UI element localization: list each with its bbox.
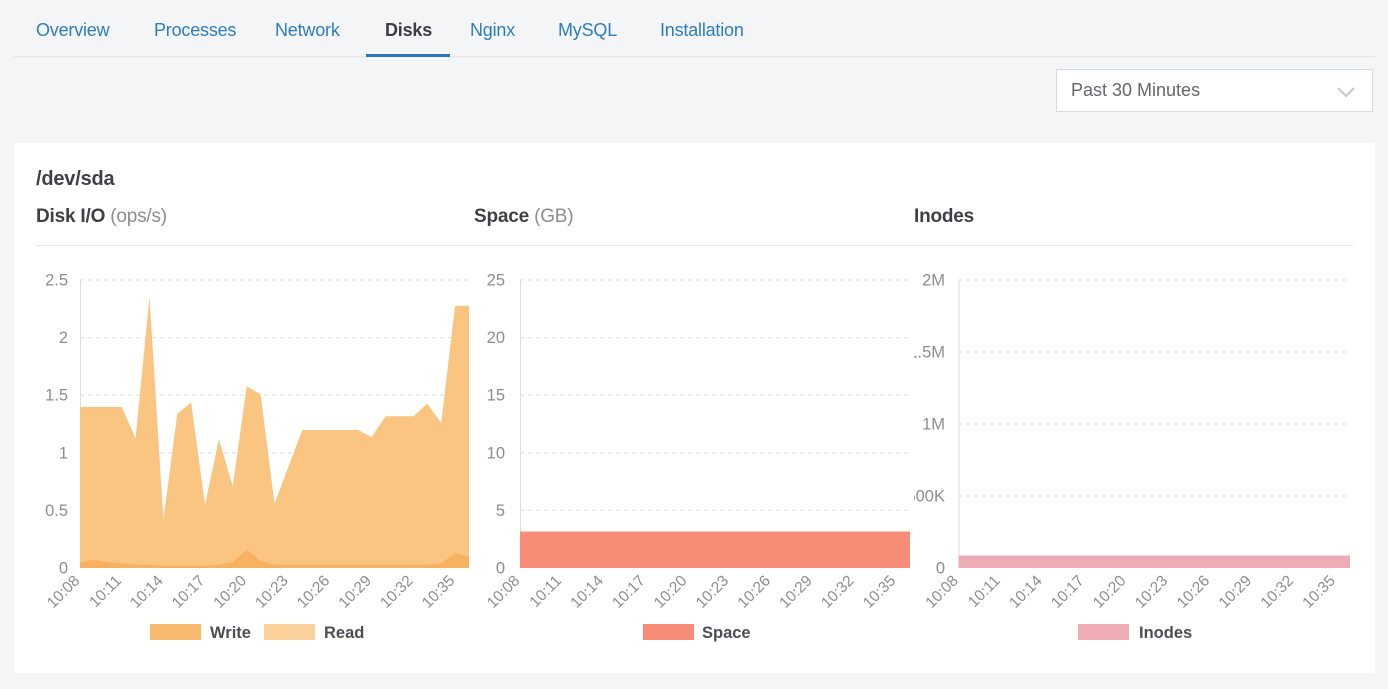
svg-text:10:14: 10:14 [567, 572, 607, 612]
svg-text:10: 10 [487, 444, 505, 462]
svg-text:10:23: 10:23 [252, 572, 291, 611]
svg-text:10:32: 10:32 [377, 572, 416, 611]
svg-text:10:14: 10:14 [127, 572, 167, 612]
svg-text:10:23: 10:23 [1132, 572, 1171, 611]
svg-text:10:17: 10:17 [169, 572, 208, 611]
svg-text:500K: 500K [914, 488, 945, 506]
svg-text:Space: Space [702, 624, 751, 642]
svg-text:10:17: 10:17 [1048, 572, 1087, 611]
svg-text:15: 15 [487, 387, 505, 405]
svg-text:10:08: 10:08 [484, 572, 523, 611]
svg-text:10:32: 10:32 [818, 572, 857, 611]
svg-text:10:08: 10:08 [922, 572, 961, 611]
svg-text:Inodes: Inodes [1139, 624, 1192, 642]
svg-text:10:20: 10:20 [651, 572, 691, 612]
svg-text:10:08: 10:08 [44, 572, 83, 611]
svg-text:10:26: 10:26 [294, 572, 333, 611]
svg-text:10:20: 10:20 [1090, 572, 1130, 612]
svg-text:10:14: 10:14 [1006, 572, 1046, 612]
svg-text:10:26: 10:26 [735, 572, 774, 611]
svg-text:0: 0 [59, 560, 68, 578]
svg-text:1: 1 [59, 444, 68, 462]
svg-text:10:11: 10:11 [526, 572, 565, 611]
svg-text:1.5M: 1.5M [914, 344, 945, 362]
svg-text:25: 25 [487, 272, 505, 290]
svg-text:Write: Write [210, 624, 251, 642]
svg-text:2M: 2M [922, 272, 945, 290]
svg-text:10:29: 10:29 [336, 572, 375, 611]
svg-text:1.5: 1.5 [45, 387, 68, 405]
svg-text:10:29: 10:29 [776, 572, 815, 611]
svg-text:10:23: 10:23 [693, 572, 732, 611]
svg-text:0.5: 0.5 [45, 502, 68, 520]
svg-text:1M: 1M [922, 416, 945, 434]
svg-text:10:29: 10:29 [1216, 572, 1255, 611]
svg-text:Read: Read [324, 624, 364, 642]
svg-text:10:11: 10:11 [965, 572, 1004, 611]
svg-text:2: 2 [59, 329, 68, 347]
svg-text:10:32: 10:32 [1258, 572, 1297, 611]
svg-text:10:26: 10:26 [1174, 572, 1213, 611]
svg-text:0: 0 [936, 560, 945, 578]
svg-text:10:35: 10:35 [860, 572, 899, 611]
svg-text:2.5: 2.5 [45, 272, 68, 290]
svg-text:5: 5 [496, 502, 505, 520]
svg-text:10:35: 10:35 [1299, 572, 1338, 611]
svg-text:0: 0 [496, 560, 505, 578]
svg-text:10:17: 10:17 [609, 572, 648, 611]
svg-text:20: 20 [487, 329, 505, 347]
svg-text:10:20: 10:20 [211, 572, 251, 612]
svg-text:10:11: 10:11 [86, 572, 125, 611]
svg-text:10:35: 10:35 [419, 572, 458, 611]
